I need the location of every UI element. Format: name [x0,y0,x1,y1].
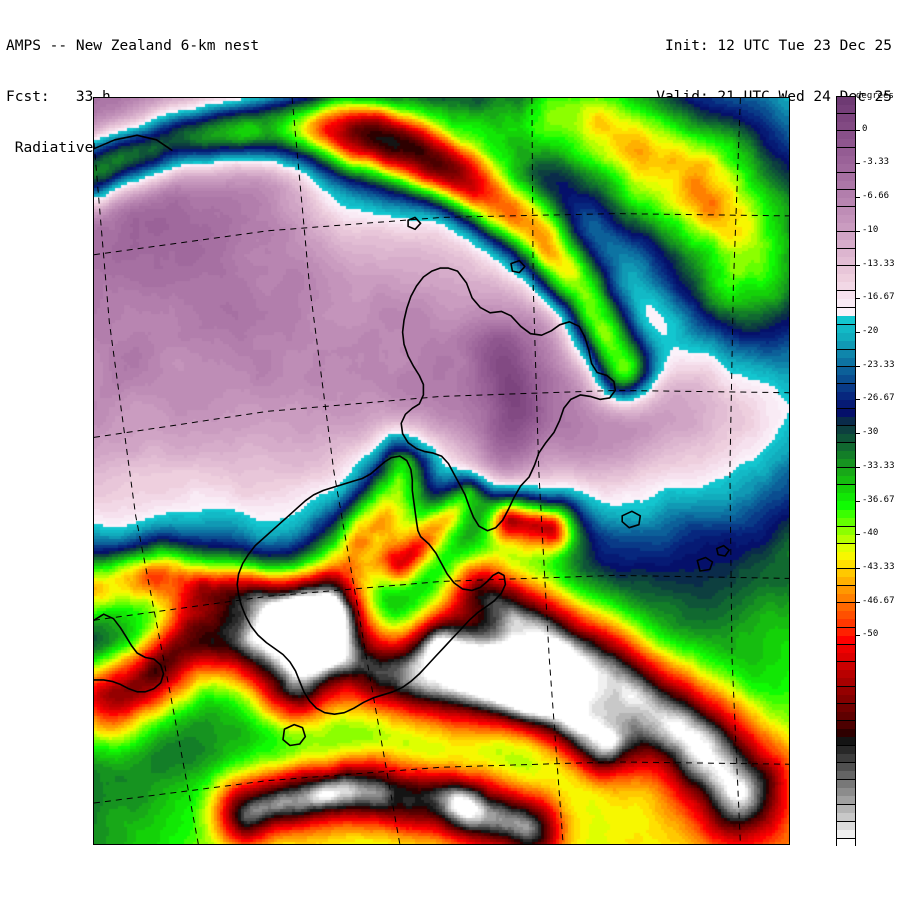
meridian-line [291,98,401,844]
colorbar-tick-label: -33.33 [862,460,895,471]
south-island-coastline [236,455,507,715]
colorbar-tick-label: -46.67 [862,595,895,606]
colorbar-tick-label: -40 [862,528,879,539]
colorbar-swatches [836,96,856,848]
chatham-islet-coastline [715,544,730,557]
chatham-islet-coastline [696,556,714,572]
colorbar-tick-label: -50 [862,629,879,640]
colorbar-tick [856,129,860,131]
radiative-temperature-raster [94,98,789,844]
meridian-line [729,98,741,844]
colorbar-tick-label: -10 [862,224,879,235]
colorbar-tick [856,601,860,603]
coastline-outlines [94,134,730,747]
colorbar-tick [856,466,860,468]
parallel-line [94,761,789,804]
colorbar-tick-label: -36.67 [862,494,895,505]
colorbar-tick [856,567,860,569]
colorbar-tick [856,433,860,435]
colorbar-tick-label: -20 [862,326,879,336]
great-barrier-islet-coastline [510,259,526,274]
colorbar-tick-label: -13.33 [862,258,895,269]
colorbar-tick [856,230,860,232]
graticule-lines [94,98,789,844]
colorbar-tick-label: -30 [862,427,879,438]
colorbar-tick [856,534,860,536]
southern-landmass-coastline [94,613,165,693]
stewart-island-coastline [282,723,307,747]
colorbar[interactable] [836,96,856,848]
colorbar-tick [856,332,860,333]
map-vector-overlay [94,98,789,844]
colorbar-tick [856,264,860,266]
init-time-label: Init: 12 UTC Tue 23 Dec 25 [665,38,892,54]
northwest-landmass-coastline [94,134,173,151]
north-island-coastline [400,267,617,532]
colorbar-tick-label: -23.33 [862,359,895,370]
parallel-line [94,213,789,256]
meridian-line [94,142,199,844]
colorbar-tick-label: -3.33 [862,157,890,168]
colorbar-tick [856,163,860,165]
meridian-line [531,98,564,844]
colorbar-tick-labels: 0 -3.33 -6.66 -10 -13.33 -16.67 -20 -23.33 -26.6… [856,96,900,846]
parallel-line [94,389,789,438]
colorbar-tick-label: -6.66 [862,191,890,202]
colorbar-tick [856,365,860,367]
colorbar-tick [856,197,860,199]
colorbar-tick-label: -26.67 [862,393,895,404]
model-domain-title: AMPS -- New Zealand 6-km nest [6,38,260,54]
colorbar-units-label: degrees C [856,91,900,101]
colorbar-tick [856,298,860,300]
colorbar-tick-label: 0 [862,123,868,134]
northern-islet-coastline [407,216,422,231]
colorbar-tick [856,635,860,637]
colorbar-swatch [837,838,855,848]
colorbar-tick-label: -16.67 [862,292,895,303]
map-panel[interactable] [93,97,790,845]
colorbar-tick [856,500,860,502]
eastern-islet-coastline [621,510,642,529]
parallel-line [94,574,789,621]
colorbar-tick-label: -43.33 [862,561,895,572]
colorbar-tick [856,399,860,401]
